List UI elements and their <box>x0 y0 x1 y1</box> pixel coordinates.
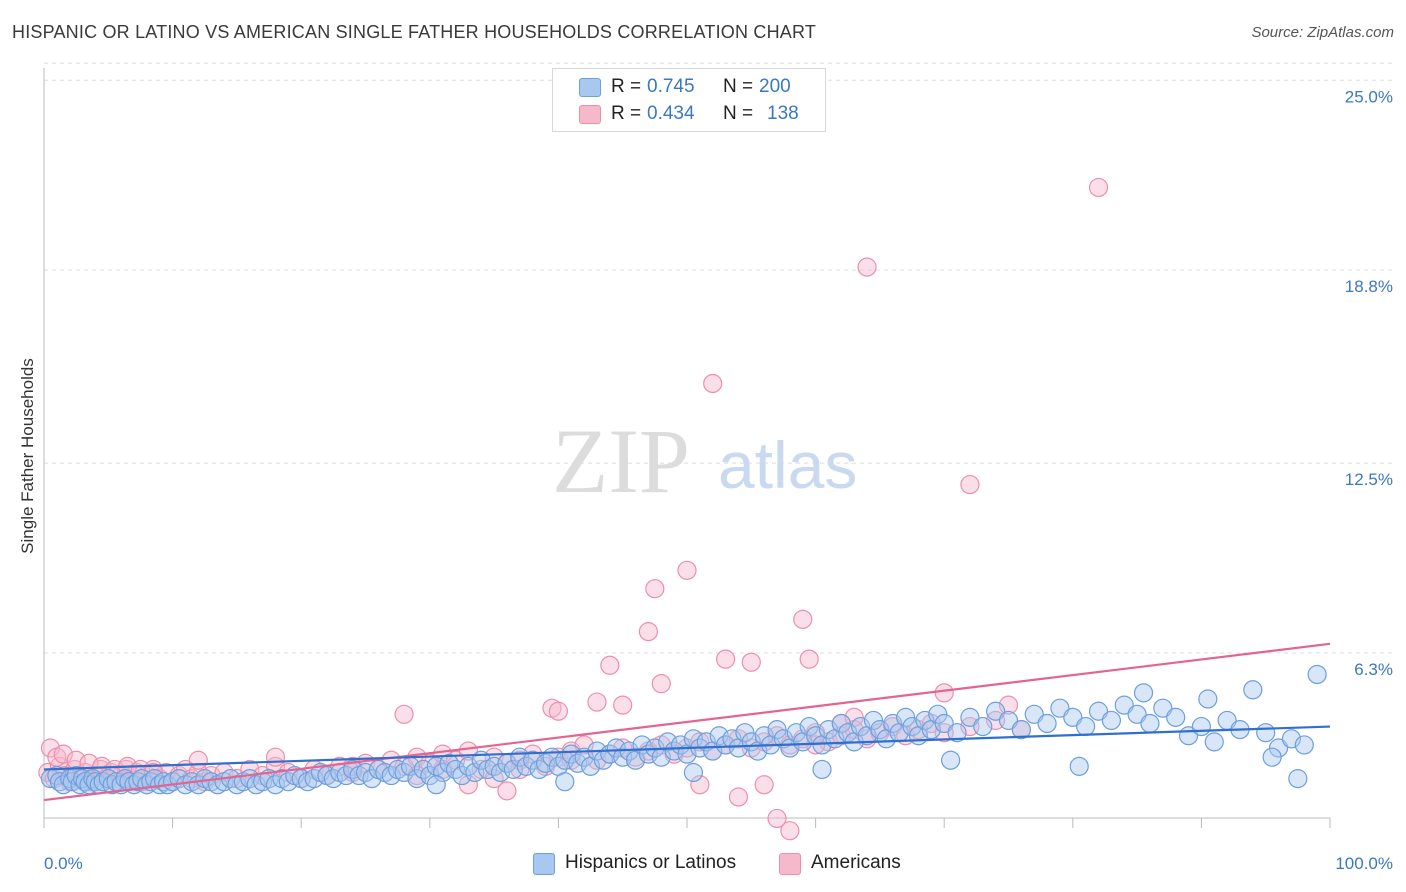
american-point <box>767 808 787 829</box>
american-point <box>728 787 749 807</box>
american-point <box>741 652 761 672</box>
x-tick-labels: 0.0% 100.0% <box>44 854 1393 873</box>
blue-swatch <box>579 78 601 97</box>
american-point <box>934 683 954 703</box>
hispanic-point <box>1262 747 1282 767</box>
hispanic-point <box>555 772 575 792</box>
american-point <box>857 257 877 277</box>
hispanic-point <box>1037 713 1057 734</box>
gridlines <box>44 62 1394 654</box>
legend-label: Hispanics or Latinos <box>565 852 737 873</box>
pink-swatch <box>579 105 601 124</box>
legend-label: Americans <box>811 852 901 873</box>
american-point <box>188 750 208 770</box>
pink-swatch <box>779 853 801 875</box>
axes <box>43 68 1331 828</box>
american-point <box>1088 177 1109 198</box>
hispanic-point <box>1069 756 1089 776</box>
american-point <box>394 704 414 724</box>
n-value: 200 <box>759 76 791 97</box>
american-point <box>780 821 800 841</box>
r-value: 0.434 <box>647 103 695 124</box>
y-tick-label: 12.5% <box>1345 470 1393 489</box>
watermark: ZIP atlas <box>552 410 857 512</box>
hispanic-point <box>1256 723 1276 743</box>
american-point <box>600 655 620 675</box>
x-tick-label: 100.0% <box>1335 854 1393 873</box>
hispanic-point <box>1133 683 1154 703</box>
hispanic-point <box>1191 716 1212 737</box>
hispanics-trend-line <box>43 725 1331 771</box>
american-point <box>715 649 736 669</box>
hispanic-point <box>1076 716 1096 737</box>
x-tick-label: 0.0% <box>44 854 83 873</box>
y-tick-label: 6.3% <box>1354 660 1393 679</box>
american-point <box>638 621 659 642</box>
american-point <box>690 775 710 795</box>
american-point <box>703 373 723 394</box>
n-value: 138 <box>767 103 799 124</box>
hispanic-point <box>973 716 993 737</box>
chart-title: HISPANIC OR LATINO VS AMERICAN SINGLE FA… <box>12 22 817 42</box>
hispanic-point <box>426 775 446 795</box>
hispanic-point <box>683 762 704 783</box>
hispanic-point <box>1243 680 1263 700</box>
hispanic-point <box>1204 732 1224 752</box>
hispanic-point <box>812 759 832 780</box>
american-point <box>793 609 813 629</box>
american-point <box>960 474 980 495</box>
american-point <box>754 775 774 795</box>
american-point <box>613 695 633 715</box>
americans-trend-line <box>43 642 1331 802</box>
american-point <box>265 747 286 767</box>
hispanic-point <box>941 750 961 770</box>
american-point <box>677 560 697 580</box>
r-label: R = <box>611 76 642 97</box>
watermark-zip: ZIP <box>552 410 690 512</box>
r-value: 0.745 <box>647 76 695 97</box>
correlation-legend: R = 0.745 N = 200 R = 0.434 N = 138 <box>552 68 826 132</box>
y-tick-labels: 6.3% 12.5% 18.8% 25.0% <box>1345 87 1393 679</box>
american-point <box>587 692 607 712</box>
watermark-atlas: atlas <box>718 428 857 502</box>
blue-swatch <box>533 853 555 875</box>
american-point <box>497 781 517 801</box>
hispanic-point <box>1307 664 1327 685</box>
hispanic-point <box>1101 710 1121 731</box>
y-tick-label: 25.0% <box>1345 87 1393 106</box>
hispanic-point <box>1140 713 1160 734</box>
n-label: N = <box>723 76 754 97</box>
source-label: Source: ZipAtlas.com <box>1251 24 1394 41</box>
r-label: R = <box>611 103 642 124</box>
american-point <box>651 674 671 694</box>
hispanic-point <box>1011 720 1031 740</box>
hispanic-point <box>1294 735 1314 755</box>
american-point <box>645 579 665 599</box>
n-label: N = <box>723 103 754 124</box>
hispanic-point <box>1288 769 1308 789</box>
american-point <box>548 701 569 721</box>
trend-lines <box>43 642 1331 802</box>
hispanics-points <box>40 664 1327 795</box>
hispanic-point <box>1166 707 1186 727</box>
y-tick-label: 18.8% <box>1345 277 1393 296</box>
hispanic-point <box>1198 689 1218 709</box>
hispanic-point <box>947 723 967 743</box>
american-point <box>799 649 819 669</box>
